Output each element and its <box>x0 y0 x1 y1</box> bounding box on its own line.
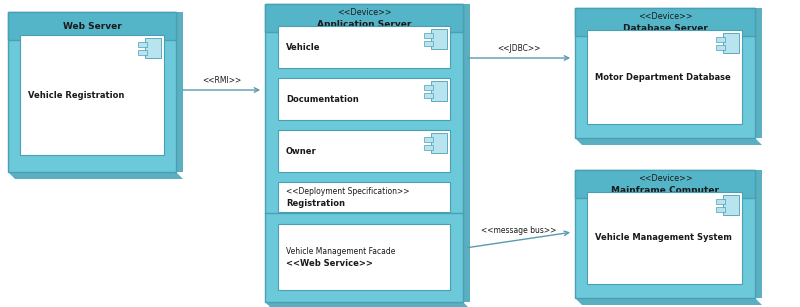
FancyBboxPatch shape <box>575 170 755 198</box>
FancyBboxPatch shape <box>138 42 147 47</box>
Polygon shape <box>265 302 470 307</box>
Text: Database Server: Database Server <box>622 24 707 33</box>
FancyBboxPatch shape <box>716 37 725 42</box>
Text: Registration: Registration <box>286 199 345 208</box>
Text: <<RMI>>: <<RMI>> <box>202 76 241 85</box>
FancyBboxPatch shape <box>575 8 755 138</box>
Text: Vehicle Management Facade: Vehicle Management Facade <box>286 247 395 257</box>
FancyBboxPatch shape <box>8 12 176 172</box>
FancyBboxPatch shape <box>278 78 450 120</box>
FancyBboxPatch shape <box>723 33 739 53</box>
FancyBboxPatch shape <box>575 170 755 298</box>
FancyBboxPatch shape <box>723 195 739 215</box>
Polygon shape <box>176 12 183 172</box>
Polygon shape <box>575 298 762 305</box>
Polygon shape <box>575 138 762 145</box>
FancyBboxPatch shape <box>431 81 447 101</box>
Text: Owner: Owner <box>286 146 317 156</box>
Text: <<Device>>: <<Device>> <box>638 13 692 21</box>
Text: Application Server: Application Server <box>317 20 411 29</box>
Text: Vehicle: Vehicle <box>286 42 321 52</box>
FancyBboxPatch shape <box>716 207 725 212</box>
Text: Motor Department Database: Motor Department Database <box>595 72 730 81</box>
FancyBboxPatch shape <box>587 30 742 124</box>
Text: <<Deployment Specification>>: <<Deployment Specification>> <box>286 188 410 196</box>
Polygon shape <box>755 8 762 138</box>
FancyBboxPatch shape <box>424 85 433 90</box>
Text: <<Web Service>>: <<Web Service>> <box>286 258 373 267</box>
FancyBboxPatch shape <box>278 182 450 212</box>
Polygon shape <box>8 172 183 179</box>
Text: <<Device>>: <<Device>> <box>638 174 692 184</box>
Text: Mainframe Computer: Mainframe Computer <box>611 186 719 195</box>
FancyBboxPatch shape <box>587 192 742 284</box>
FancyBboxPatch shape <box>575 8 755 36</box>
Text: <<JDBC>>: <<JDBC>> <box>498 44 541 53</box>
Text: <<message bus>>: <<message bus>> <box>482 226 557 235</box>
FancyBboxPatch shape <box>424 93 433 98</box>
Polygon shape <box>755 170 762 298</box>
Text: Web Server: Web Server <box>62 22 122 31</box>
FancyBboxPatch shape <box>424 145 433 150</box>
FancyBboxPatch shape <box>8 12 176 40</box>
FancyBboxPatch shape <box>716 45 725 50</box>
FancyBboxPatch shape <box>278 224 450 290</box>
FancyBboxPatch shape <box>265 4 463 32</box>
FancyBboxPatch shape <box>431 29 447 49</box>
Text: Documentation: Documentation <box>286 95 358 103</box>
FancyBboxPatch shape <box>424 137 433 142</box>
FancyBboxPatch shape <box>716 199 725 204</box>
FancyBboxPatch shape <box>424 41 433 46</box>
Text: Vehicle Management System: Vehicle Management System <box>595 234 732 243</box>
FancyBboxPatch shape <box>20 35 164 155</box>
Text: <<Device>>: <<Device>> <box>337 9 391 17</box>
FancyBboxPatch shape <box>278 130 450 172</box>
FancyBboxPatch shape <box>138 50 147 55</box>
Polygon shape <box>463 4 470 302</box>
FancyBboxPatch shape <box>278 26 450 68</box>
FancyBboxPatch shape <box>145 38 161 58</box>
FancyBboxPatch shape <box>431 133 447 153</box>
Text: Vehicle Registration: Vehicle Registration <box>28 91 124 99</box>
FancyBboxPatch shape <box>265 4 463 302</box>
FancyBboxPatch shape <box>424 33 433 38</box>
